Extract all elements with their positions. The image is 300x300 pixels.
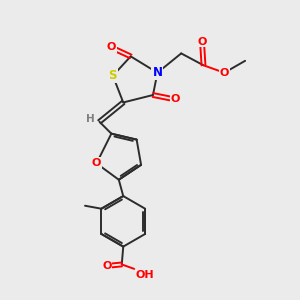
Text: S: S xyxy=(109,69,117,82)
Text: O: O xyxy=(171,94,180,104)
Text: H: H xyxy=(85,114,94,124)
Text: OH: OH xyxy=(136,270,154,280)
Text: O: O xyxy=(102,261,112,271)
Text: O: O xyxy=(220,68,229,78)
Text: O: O xyxy=(107,43,116,52)
Text: O: O xyxy=(197,37,207,46)
Text: N: N xyxy=(152,66,162,79)
Text: O: O xyxy=(92,158,101,168)
